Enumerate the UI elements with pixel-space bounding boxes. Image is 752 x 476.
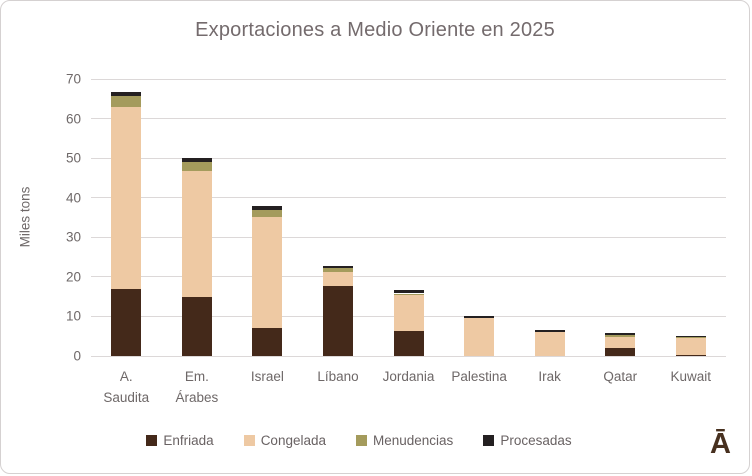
y-tick-label: 70 bbox=[65, 71, 81, 87]
bar-segment-enfriada bbox=[605, 348, 636, 356]
y-tick-label: 20 bbox=[65, 269, 81, 285]
bar-segment-congelada bbox=[111, 106, 142, 289]
legend-item-congelada: Congelada bbox=[243, 433, 326, 448]
bar-segment-congelada bbox=[252, 216, 283, 328]
bar-segment-procesadas bbox=[464, 316, 495, 318]
plot-area bbox=[91, 78, 726, 357]
bar-segment-congelada bbox=[534, 331, 565, 356]
gridline bbox=[91, 78, 726, 80]
bar-segment-procesadas bbox=[605, 333, 636, 336]
legend-item-procesadas: Procesadas bbox=[483, 433, 572, 448]
bar-segment-enfriada bbox=[252, 327, 283, 356]
legend-swatch-icon bbox=[243, 435, 255, 446]
bar-segment-congelada bbox=[393, 295, 424, 331]
gridline bbox=[91, 118, 726, 120]
legend: Enfriada Congelada Menudencias Procesadas bbox=[1, 433, 717, 448]
legend-swatch-icon bbox=[146, 435, 158, 446]
x-category-label: Israel bbox=[250, 369, 284, 384]
legend-label: Enfriada bbox=[163, 433, 214, 448]
bar-segment-congelada bbox=[675, 338, 706, 355]
x-category-label: Kuwait bbox=[670, 369, 712, 384]
x-category-label: A. Saudita bbox=[103, 369, 150, 405]
bar-segment-congelada bbox=[322, 271, 353, 286]
y-tick-label: 30 bbox=[65, 229, 81, 245]
y-tick-label: 60 bbox=[65, 111, 81, 127]
x-category-label: Palestina bbox=[451, 369, 507, 384]
gridline bbox=[91, 197, 726, 199]
bar-segment-procesadas bbox=[252, 206, 283, 210]
bar-segment-procesadas bbox=[322, 265, 353, 268]
bar-segment-menudencias bbox=[111, 95, 142, 107]
bar-segment-procesadas bbox=[111, 92, 142, 96]
y-tick-label: 40 bbox=[65, 190, 81, 206]
y-tick-label: 10 bbox=[65, 308, 81, 324]
x-category-label: Qatar bbox=[603, 369, 638, 384]
gridline bbox=[91, 236, 726, 238]
bar-segment-enfriada bbox=[675, 354, 706, 356]
x-category-label: Em. Árabes bbox=[175, 369, 219, 405]
bar-segment-enfriada bbox=[111, 288, 142, 356]
x-category-label: Jordania bbox=[382, 369, 435, 384]
legend-label: Congelada bbox=[260, 433, 326, 448]
legend-label: Menudencias bbox=[373, 433, 454, 448]
x-category-label: Líbano bbox=[317, 369, 359, 384]
x-axis-category-labels: A. Saudita Em. Árabes Israel Líbano Jordania… bbox=[91, 367, 726, 409]
legend-item-enfriada: Enfriada bbox=[146, 433, 214, 448]
bar-segment-procesadas bbox=[534, 329, 565, 332]
bar-segment-congelada bbox=[181, 170, 212, 298]
bar-segment-enfriada bbox=[393, 330, 424, 356]
bar-segment-enfriada bbox=[322, 285, 353, 356]
bar-segment-congelada bbox=[464, 317, 495, 356]
gridline bbox=[91, 355, 726, 357]
bar-segment-menudencias bbox=[393, 293, 424, 296]
bar-segment-congelada bbox=[605, 337, 636, 349]
gridline bbox=[91, 157, 726, 159]
bar-segment-menudencias bbox=[252, 210, 283, 217]
bar-segment-menudencias bbox=[322, 267, 353, 272]
bar-segment-menudencias bbox=[675, 337, 706, 339]
legend-item-menudencias: Menudencias bbox=[356, 433, 453, 448]
bar-segment-enfriada bbox=[181, 297, 212, 356]
chart-title: Exportaciones a Medio Oriente en 2025 bbox=[195, 19, 555, 41]
bar-segment-procesadas bbox=[675, 335, 706, 338]
bar-segment-menudencias bbox=[605, 335, 636, 338]
y-axis-tick-labels: 0 10 20 30 40 50 60 70 bbox=[47, 72, 81, 364]
brand-logo: Ā bbox=[710, 428, 731, 460]
y-tick-label: 50 bbox=[65, 150, 81, 166]
legend-swatch-icon bbox=[483, 435, 495, 446]
bar-segment-menudencias bbox=[181, 161, 212, 171]
y-axis-title: Miles tons bbox=[17, 186, 33, 248]
x-category-label: Irak bbox=[538, 369, 561, 384]
y-tick-label: 0 bbox=[73, 348, 81, 364]
gridline bbox=[91, 276, 726, 278]
bar-segment-procesadas bbox=[181, 157, 212, 162]
legend-label: Procesadas bbox=[500, 433, 572, 448]
bar-segment-procesadas bbox=[393, 290, 424, 294]
legend-swatch-icon bbox=[356, 435, 367, 446]
